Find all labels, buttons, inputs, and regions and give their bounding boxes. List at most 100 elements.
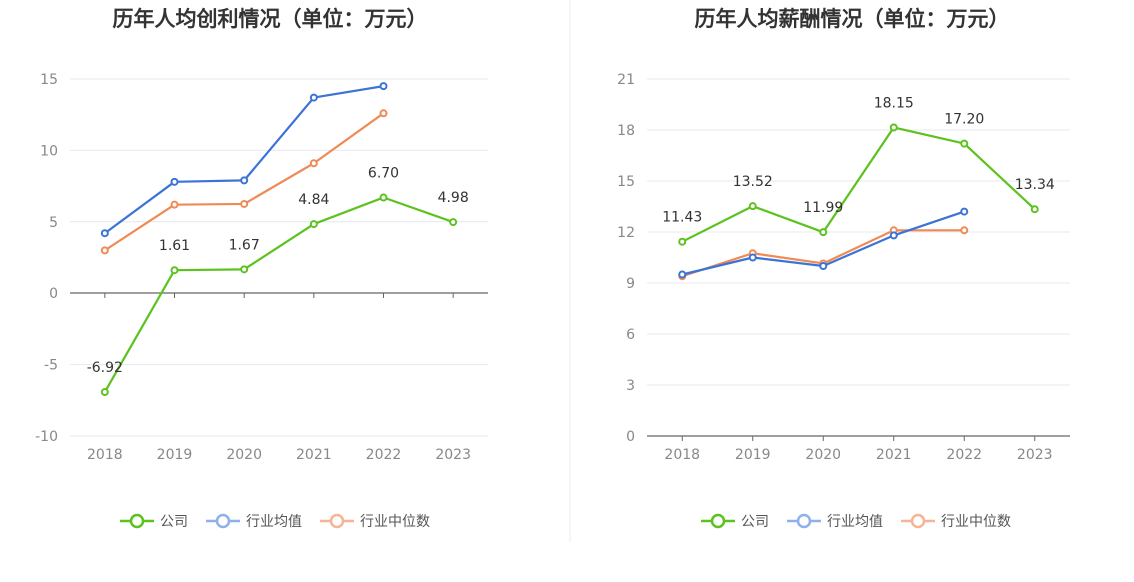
data-point[interactable] (240, 176, 249, 185)
legend-marker-icon (215, 513, 231, 529)
y-tick-label: 21 (617, 72, 635, 88)
data-point[interactable] (449, 218, 458, 227)
profit-per-capita-chart: 历年人均创利情况（单位：万元） 15 10 5 0 -5 -10 2018 2019 2020… (35, 7, 488, 530)
data-point[interactable] (678, 270, 687, 279)
data-label: 18.15 (874, 95, 914, 111)
series-line-0 (103, 196, 454, 393)
x-tick-label: 2021 (296, 447, 332, 463)
legend-item[interactable]: 公司 (120, 513, 188, 530)
x-tick-label: 2022 (366, 447, 402, 463)
y-axis-ticks: 15 10 5 0 -5 -10 (35, 72, 58, 445)
data-point[interactable] (170, 266, 179, 275)
series-line-1 (104, 85, 384, 235)
data-point[interactable] (748, 253, 757, 262)
x-axis (647, 435, 1070, 441)
data-point[interactable] (170, 177, 179, 186)
data-point[interactable] (240, 265, 249, 274)
x-tick-label: 2022 (946, 447, 982, 463)
data-labels: 11.43 13.52 11.99 18.15 17.20 13.34 (662, 95, 1055, 225)
grid-lines (70, 78, 488, 437)
data-point[interactable] (379, 109, 388, 118)
data-point[interactable] (309, 220, 318, 229)
data-point[interactable] (100, 229, 109, 238)
data-point[interactable] (379, 82, 388, 91)
data-point[interactable] (819, 228, 828, 237)
salary-per-capita-chart: 历年人均薪酬情况（单位：万元） 21 18 15 12 9 6 3 0 2018 2019 202… (617, 7, 1070, 530)
y-axis-ticks: 21 18 15 12 9 6 3 0 (617, 72, 635, 445)
data-point[interactable] (100, 246, 109, 255)
y-tick-label: 15 (617, 174, 635, 190)
x-axis-ticks: 2018 2019 2020 2021 2022 2023 (87, 447, 471, 463)
legend-label: 行业均值 (827, 514, 883, 530)
data-label: 13.34 (1015, 177, 1055, 193)
data-point[interactable] (309, 159, 318, 168)
y-tick-label: 0 (626, 429, 635, 445)
data-point[interactable] (889, 123, 898, 132)
y-tick-label: 5 (49, 215, 58, 231)
legend-item[interactable]: 行业中位数 (320, 513, 430, 530)
x-tick-label: 2020 (805, 447, 841, 463)
x-tick-label: 2023 (1017, 447, 1053, 463)
legend-label: 行业中位数 (360, 514, 430, 530)
data-label: 11.99 (803, 200, 843, 216)
data-point[interactable] (819, 262, 828, 270)
data-point[interactable] (889, 231, 898, 240)
x-tick-label: 2023 (435, 447, 471, 463)
data-point[interactable] (379, 193, 388, 202)
data-label: 1.67 (229, 237, 260, 253)
data-labels: -6.92 1.61 1.67 4.84 6.70 4.98 (87, 166, 469, 376)
grid-lines (647, 78, 1070, 386)
series-line-0 (681, 126, 1036, 243)
data-label: 17.20 (944, 112, 984, 128)
x-tick-label: 2021 (876, 447, 912, 463)
data-point[interactable] (748, 202, 757, 211)
legend-marker-icon (796, 513, 812, 529)
data-point[interactable] (678, 237, 687, 246)
chart-title: 历年人均薪酬情况（单位：万元） (695, 7, 1010, 31)
legend-marker-icon (329, 513, 345, 529)
y-tick-label: -10 (35, 429, 58, 445)
data-label: 4.84 (298, 192, 329, 208)
y-tick-label: 0 (49, 286, 58, 302)
data-point[interactable] (309, 93, 318, 102)
data-label: 11.43 (662, 210, 702, 226)
chart-title: 历年人均创利情况（单位：万元） (113, 7, 428, 31)
data-point[interactable] (1030, 205, 1039, 214)
legend-label: 行业中位数 (941, 514, 1011, 530)
x-tick-label: 2019 (157, 447, 193, 463)
legend-item[interactable]: 公司 (701, 513, 769, 530)
legend[interactable]: 公司 行业均值 行业中位数 (701, 513, 1011, 530)
data-point[interactable] (240, 199, 249, 208)
y-tick-label: -5 (44, 358, 58, 374)
data-label: 1.61 (159, 238, 190, 254)
series-lines (100, 82, 458, 397)
y-tick-label: 12 (617, 225, 635, 241)
legend-label: 行业均值 (246, 514, 302, 530)
data-point[interactable] (960, 207, 969, 216)
x-axis (70, 292, 488, 298)
legend-item[interactable]: 行业中位数 (901, 513, 1011, 530)
x-tick-label: 2018 (664, 447, 700, 463)
x-tick-label: 2018 (87, 447, 123, 463)
data-label: -6.92 (87, 360, 123, 376)
y-tick-label: 18 (617, 123, 635, 139)
x-axis-ticks: 2018 2019 2020 2021 2022 2023 (664, 447, 1052, 463)
y-tick-label: 15 (40, 72, 58, 88)
legend-marker-icon (710, 513, 726, 529)
legend-item[interactable]: 行业均值 (206, 513, 302, 530)
x-tick-label: 2019 (735, 447, 771, 463)
legend-item[interactable]: 行业均值 (787, 513, 883, 530)
y-tick-label: 10 (40, 143, 58, 159)
y-tick-label: 3 (626, 378, 635, 394)
series-lines (678, 123, 1039, 281)
legend[interactable]: 公司 行业均值 行业中位数 (120, 513, 430, 530)
legend-label: 公司 (741, 514, 769, 530)
data-label: 13.52 (733, 174, 773, 190)
data-point[interactable] (960, 226, 969, 235)
data-label: 6.70 (368, 166, 399, 182)
legend-marker-icon (129, 513, 145, 529)
data-point[interactable] (960, 139, 969, 148)
data-point[interactable] (170, 200, 179, 209)
x-tick-label: 2020 (226, 447, 262, 463)
data-point[interactable] (100, 388, 109, 397)
